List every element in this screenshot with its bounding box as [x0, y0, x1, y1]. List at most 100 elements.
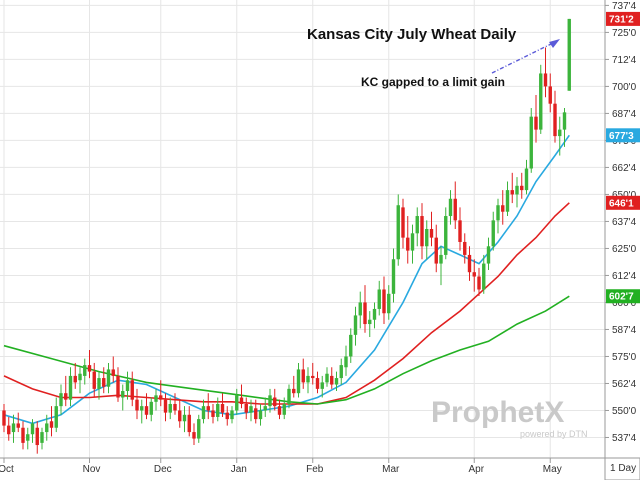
candle [486, 237, 491, 271]
price-tag: 677'3 [606, 128, 640, 143]
candle [358, 291, 362, 329]
candle [187, 406, 191, 437]
candle [125, 371, 130, 400]
candle-body [273, 397, 277, 407]
candle [30, 419, 35, 443]
price-tags: 731'2 677'3 646'1 602'7 [606, 11, 640, 304]
candle-body [244, 403, 248, 413]
candle-body [49, 421, 54, 428]
candle-body [410, 233, 415, 251]
candle [448, 190, 453, 225]
annotation-arrowhead [549, 39, 560, 48]
brand-name: ProphetX [431, 396, 564, 429]
candle [529, 108, 533, 173]
x-tick-label: Feb [306, 464, 324, 475]
candle-body [539, 73, 543, 130]
candle-body [287, 388, 291, 404]
candle [415, 207, 419, 247]
candle-body [102, 378, 106, 387]
candle [149, 397, 153, 422]
candle [334, 371, 339, 392]
candle-body [21, 427, 25, 443]
candle-body [235, 395, 239, 411]
candle [192, 423, 196, 446]
candle-body [482, 263, 486, 290]
candle [277, 399, 282, 420]
candle [225, 406, 229, 426]
candle [49, 406, 54, 437]
y-tick-label: 725'0 [612, 28, 637, 39]
candle [73, 362, 77, 389]
candle [21, 421, 25, 450]
x-axis-ticks: Oct Nov Dec Jan Feb Mar Apr May [0, 458, 562, 475]
candle-body [121, 391, 125, 398]
candle-body [349, 334, 353, 357]
candle [349, 328, 353, 363]
candle-body [230, 410, 234, 420]
candle-body [168, 403, 172, 413]
candle-body [268, 395, 272, 407]
candle [26, 427, 30, 450]
candle [444, 207, 448, 260]
candle-body [206, 406, 210, 411]
candle-body [92, 371, 96, 389]
candle-body [68, 375, 73, 400]
candle-body [292, 388, 296, 394]
x-tick-label: Dec [154, 464, 172, 475]
candle-body [463, 241, 467, 255]
candle [425, 220, 429, 260]
candle [553, 90, 557, 143]
candle [111, 356, 115, 383]
candle-body [135, 399, 139, 411]
candle [78, 367, 82, 394]
candle [249, 399, 253, 422]
candle-body [182, 414, 187, 422]
candle-body [220, 403, 225, 413]
candle [102, 367, 106, 394]
candle-body [64, 393, 68, 400]
candle [306, 367, 310, 394]
candle [173, 393, 177, 415]
candle-body [301, 369, 305, 383]
candle [97, 371, 101, 400]
candle [140, 399, 144, 424]
candle [7, 416, 11, 441]
candle-body [83, 365, 87, 376]
candle-body [45, 423, 49, 433]
y-tick-label: 612'4 [612, 271, 637, 282]
candle-body [163, 399, 168, 413]
candle [287, 384, 291, 409]
candle-body [78, 373, 82, 381]
candle [239, 384, 244, 409]
candle [201, 399, 206, 424]
candle [45, 414, 49, 441]
candle-body [325, 373, 329, 383]
candle-body [197, 419, 201, 439]
candles [2, 18, 571, 454]
candle [230, 406, 234, 424]
candle [562, 108, 567, 147]
candle-body [553, 103, 557, 137]
candle-body [258, 410, 263, 420]
y-tick-label: 600'0 [612, 298, 637, 309]
candle-body [54, 406, 58, 428]
candle [377, 280, 381, 316]
candle [325, 367, 329, 387]
candle [116, 367, 120, 402]
candle-body [26, 434, 30, 441]
candle [59, 384, 63, 415]
y-tick-label: 700'0 [612, 82, 637, 93]
candle-body [391, 259, 396, 294]
candle [505, 181, 510, 217]
candle [410, 224, 415, 264]
candle-body [363, 302, 367, 325]
candle-body [125, 380, 130, 392]
y-tick-label: 637'4 [612, 217, 637, 228]
candle-body [192, 432, 196, 439]
candle [206, 393, 210, 420]
candle-body [524, 168, 529, 191]
candle-body [320, 382, 324, 389]
candle [106, 362, 111, 394]
candle [420, 203, 424, 260]
